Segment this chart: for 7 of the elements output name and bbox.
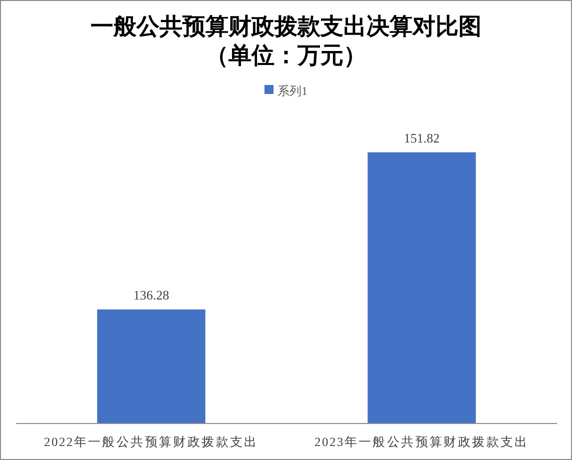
x-tick-label: 2023年一般公共预算财政拨款支出 (314, 435, 529, 449)
data-label: 151.82 (404, 130, 440, 146)
x-tick-label: 2022年一般公共预算财政拨款支出 (44, 435, 258, 449)
chart-subtitle: （单位：万元） (206, 43, 366, 68)
legend-label: 系列1 (278, 84, 308, 98)
chart-title: 一般公共预算财政拨款支出决算对比图 (90, 14, 482, 39)
data-label: 136.28 (133, 287, 170, 302)
